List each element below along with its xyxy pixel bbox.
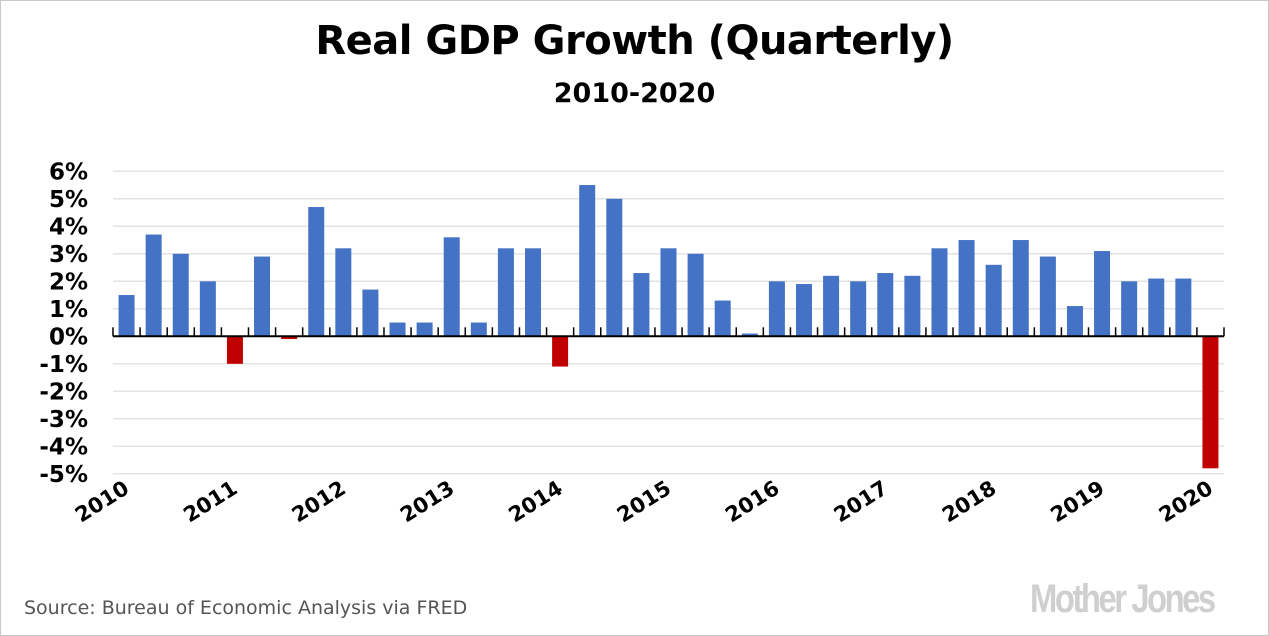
publisher-logo: Mother Jones — [1030, 577, 1216, 621]
x-tick-label: 2014 — [504, 476, 566, 527]
bar — [850, 281, 867, 337]
bar — [389, 322, 406, 337]
x-tick-label: 2020 — [1155, 476, 1217, 527]
bar — [985, 264, 1002, 337]
bar — [226, 336, 243, 364]
bar — [687, 253, 704, 337]
bar — [552, 336, 569, 367]
x-tick-label: 2017 — [830, 476, 892, 527]
bar — [660, 248, 677, 337]
bar — [1175, 278, 1192, 337]
bar — [308, 207, 325, 337]
bar — [1202, 336, 1219, 469]
y-tick-label: 5% — [49, 187, 88, 213]
y-tick-label: 6% — [49, 159, 88, 185]
bar — [172, 253, 189, 337]
bar — [416, 322, 433, 337]
chart-subtitle: 2010-2020 — [553, 78, 716, 109]
bar — [958, 240, 975, 337]
y-tick-label: 4% — [49, 214, 88, 240]
bar — [1121, 281, 1138, 337]
bar — [633, 273, 650, 337]
x-tick-label: 2012 — [288, 476, 350, 527]
bars — [118, 185, 1219, 469]
x-tick-label: 2016 — [721, 476, 783, 527]
bar — [1148, 278, 1165, 337]
y-tick-label: 2% — [49, 269, 88, 295]
bar — [904, 275, 921, 337]
x-axis — [112, 327, 1225, 338]
bar — [470, 322, 487, 337]
bar — [606, 198, 623, 337]
bar — [579, 185, 596, 337]
bar — [525, 248, 542, 337]
bar — [714, 300, 731, 337]
bar — [1094, 251, 1111, 337]
y-tick-label: -3% — [39, 407, 88, 433]
bar — [497, 248, 514, 337]
x-tick-label: 2018 — [938, 476, 1000, 527]
y-tick-label: -5% — [39, 462, 88, 488]
bar — [145, 234, 162, 337]
x-tick-label: 2011 — [179, 476, 241, 527]
bar — [877, 273, 894, 337]
bar — [931, 248, 948, 337]
y-tick-label: 3% — [49, 242, 88, 268]
y-tick-label: 1% — [49, 297, 88, 323]
bar — [362, 289, 379, 337]
bar — [335, 248, 352, 337]
bar — [281, 336, 298, 340]
x-tick-label: 2015 — [613, 476, 675, 527]
x-axis-tick-labels: 2010 2011 2012 2013 2014 2015 2016 2017 2018 2019… — [71, 476, 1217, 527]
bar — [741, 333, 758, 337]
bar — [795, 284, 812, 337]
bar — [768, 281, 785, 337]
bar — [1012, 240, 1029, 337]
y-tick-label: -4% — [39, 434, 88, 460]
y-axis-tick-labels: 6%5%4%3%2%1%0%-1%-2%-3%-4%-5% — [39, 159, 88, 488]
bar — [823, 275, 840, 337]
y-tick-label: -2% — [39, 379, 88, 405]
y-tick-label: -1% — [39, 352, 88, 378]
bar — [1039, 256, 1056, 337]
bar — [118, 295, 135, 337]
source-note: Source: Bureau of Economic Analysis via … — [24, 597, 468, 619]
bar — [254, 256, 271, 337]
chart-title: Real GDP Growth (Quarterly) — [315, 18, 954, 64]
bar — [1066, 306, 1083, 337]
x-tick-label: 2013 — [396, 476, 458, 527]
y-tick-label: 0% — [49, 324, 88, 350]
x-tick-label: 2019 — [1046, 476, 1108, 527]
bar — [443, 237, 460, 337]
bar — [199, 281, 216, 337]
